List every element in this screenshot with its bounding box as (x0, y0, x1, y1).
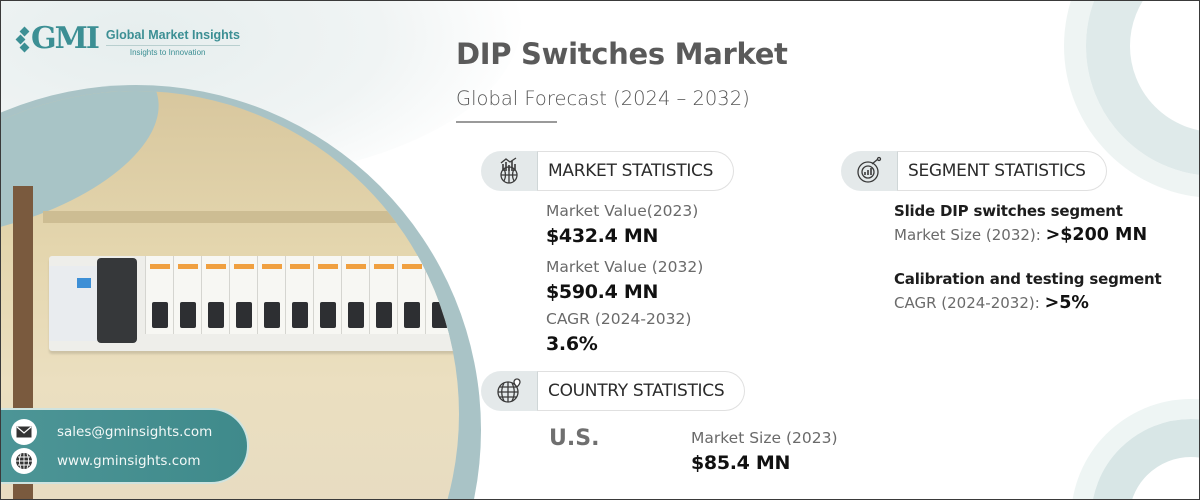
breaker (313, 256, 341, 334)
rcd-module (49, 266, 97, 341)
email-contact[interactable]: sales@gminsights.com (11, 419, 212, 445)
meter-module (97, 258, 137, 343)
segment-1-line: Market Size (2032): >$200 MN (894, 225, 1147, 245)
breaker (229, 256, 257, 334)
website-link[interactable]: www.gminsights.com (57, 453, 201, 469)
market-value-2023-value: $432.4 MN (546, 225, 659, 247)
breaker (369, 256, 397, 334)
market-value-2032-value: $590.4 MN (546, 281, 659, 303)
segment-statistics-heading: SEGMENT STATISTICS (897, 151, 1107, 191)
market-value-2023-label: Market Value(2023) (546, 202, 699, 220)
breaker (201, 256, 229, 334)
contact-bar: sales@gminsights.com www.gminsights.com (1, 408, 249, 484)
brand-name: Global Market Insights (105, 28, 240, 46)
breaker (173, 256, 201, 334)
photo-shelf (43, 211, 459, 223)
country-name: U.S. (549, 426, 600, 451)
segment-1-title: Slide DIP switches segment (894, 202, 1123, 220)
segment-2-line: CAGR (2024-2032): >5% (894, 293, 1089, 313)
title-divider (456, 121, 557, 123)
breaker (425, 256, 453, 334)
segment-2-label: CAGR (2024-2032): (894, 294, 1045, 312)
brand-tagline: Insights to Innovation (129, 48, 206, 57)
breaker-strip (49, 256, 459, 351)
email-link[interactable]: sales@gminsights.com (57, 424, 213, 440)
envelope-icon (11, 419, 37, 445)
market-statistics-heading: MARKET STATISTICS (537, 151, 735, 191)
breaker (285, 256, 313, 334)
segment-statistics-header: SEGMENT STATISTICS (841, 150, 1107, 192)
breaker (145, 256, 173, 334)
decorative-ring-bottom-right (1091, 419, 1199, 499)
target-chart-icon (841, 151, 897, 191)
logo-letters: GMI (31, 21, 100, 56)
market-statistics-header: MARKET STATISTICS (481, 150, 735, 192)
country-statistics-header: COUNTRY STATISTICS (481, 370, 746, 412)
country-market-size-label: Market Size (2023) (691, 429, 838, 447)
globe-pin-icon (481, 371, 537, 411)
cagr-label: CAGR (2024-2032) (546, 310, 692, 328)
segment-2-value: >5% (1044, 293, 1089, 313)
chart-globe-icon (481, 151, 537, 191)
segment-1-label: Market Size (2032): (894, 226, 1046, 244)
globe-icon (11, 448, 37, 474)
country-market-size-value: $85.4 MN (691, 452, 791, 474)
breaker (257, 256, 285, 334)
website-contact[interactable]: www.gminsights.com (11, 448, 201, 474)
page-subtitle: Global Forecast (2024 – 2032) (456, 87, 750, 110)
logo-diamonds-icon (15, 26, 30, 53)
market-value-2032-label: Market Value (2032) (546, 258, 704, 276)
country-statistics-heading: COUNTRY STATISTICS (537, 371, 746, 411)
segment-1-value: >$200 MN (1045, 225, 1148, 245)
breaker (397, 256, 425, 334)
breaker (341, 256, 369, 334)
gmi-logo[interactable]: GMI Global Market Insights Insights to I… (15, 21, 240, 57)
cagr-value: 3.6% (546, 333, 598, 355)
page-title: DIP Switches Market (456, 37, 788, 71)
segment-2-title: Calibration and testing segment (894, 270, 1162, 288)
logo-mark: GMI (15, 21, 100, 56)
